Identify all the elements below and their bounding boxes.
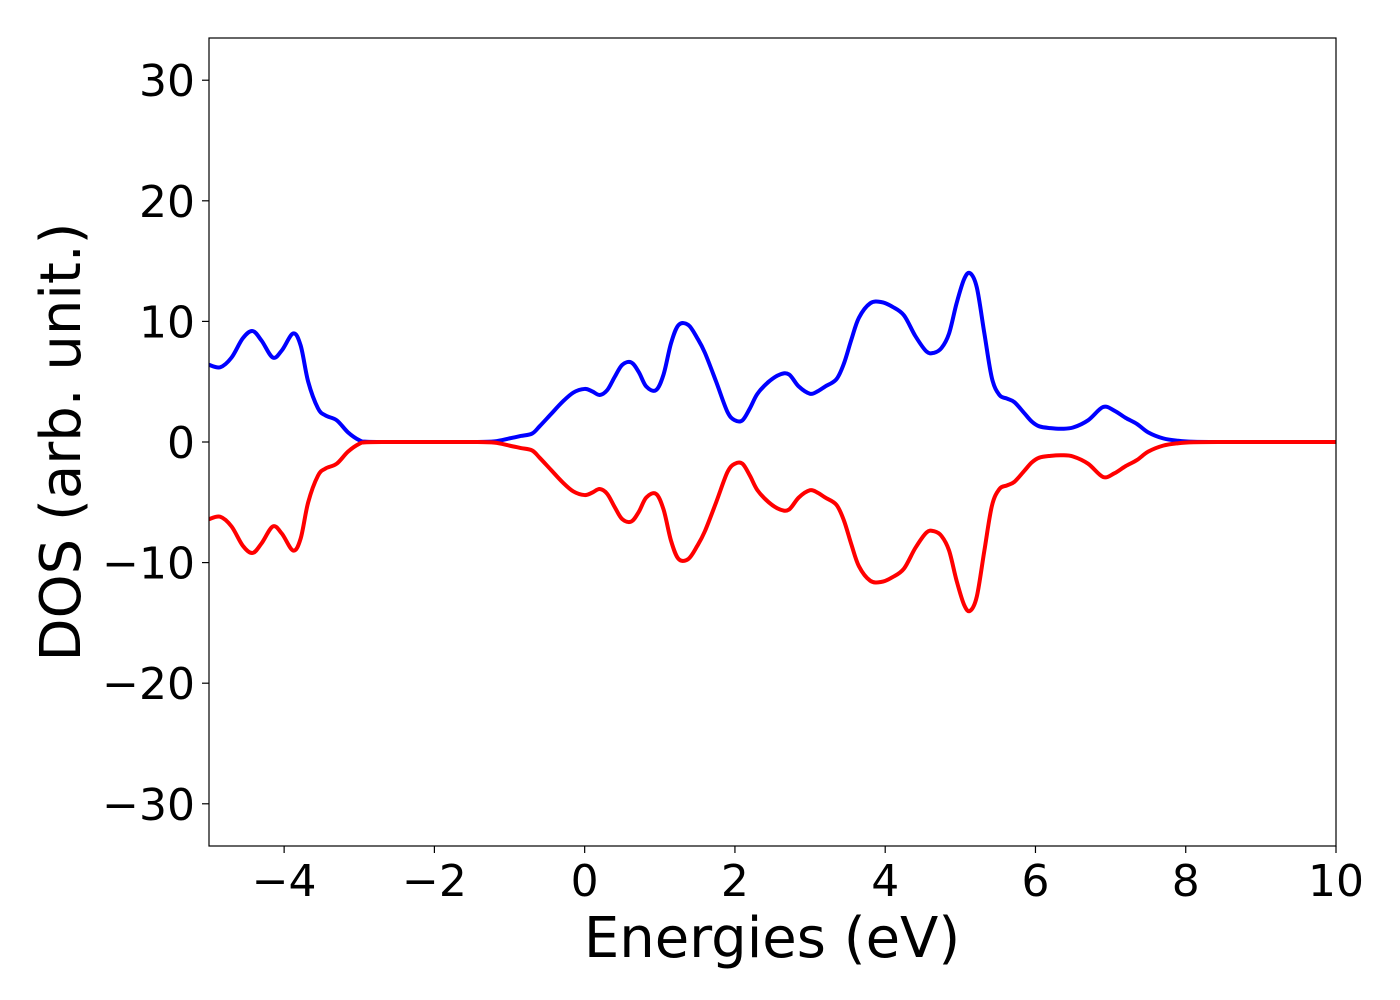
y-tick-label: 30 (139, 56, 195, 107)
y-tick-label: −20 (102, 659, 195, 710)
x-axis-label: Energies (eV) (584, 906, 960, 971)
x-tick-label: 2 (721, 856, 749, 907)
y-tick-label: 10 (139, 297, 195, 348)
y-tick-label: −10 (102, 539, 195, 590)
y-axis-label: DOS (arb. unit.) (29, 222, 94, 661)
y-tick-label: −30 (102, 780, 195, 831)
x-axis-ticks: −4 −2 0 2 4 6 8 10 (252, 846, 1364, 907)
x-tick-label: 6 (1021, 856, 1049, 907)
series-line-red (209, 439, 1336, 614)
x-tick-label: −4 (252, 856, 317, 907)
x-tick-label: 8 (1172, 856, 1200, 907)
x-tick-label: −2 (402, 856, 467, 907)
x-tick-label: 4 (871, 856, 899, 907)
x-tick-label: 10 (1308, 856, 1364, 907)
series-layer (209, 270, 1336, 614)
y-tick-label: 0 (167, 418, 195, 469)
x-tick-label: 0 (571, 856, 599, 907)
y-axis-ticks: 30 20 10 0 −10 −20 −30 (102, 56, 209, 831)
y-tick-label: 20 (139, 177, 195, 228)
